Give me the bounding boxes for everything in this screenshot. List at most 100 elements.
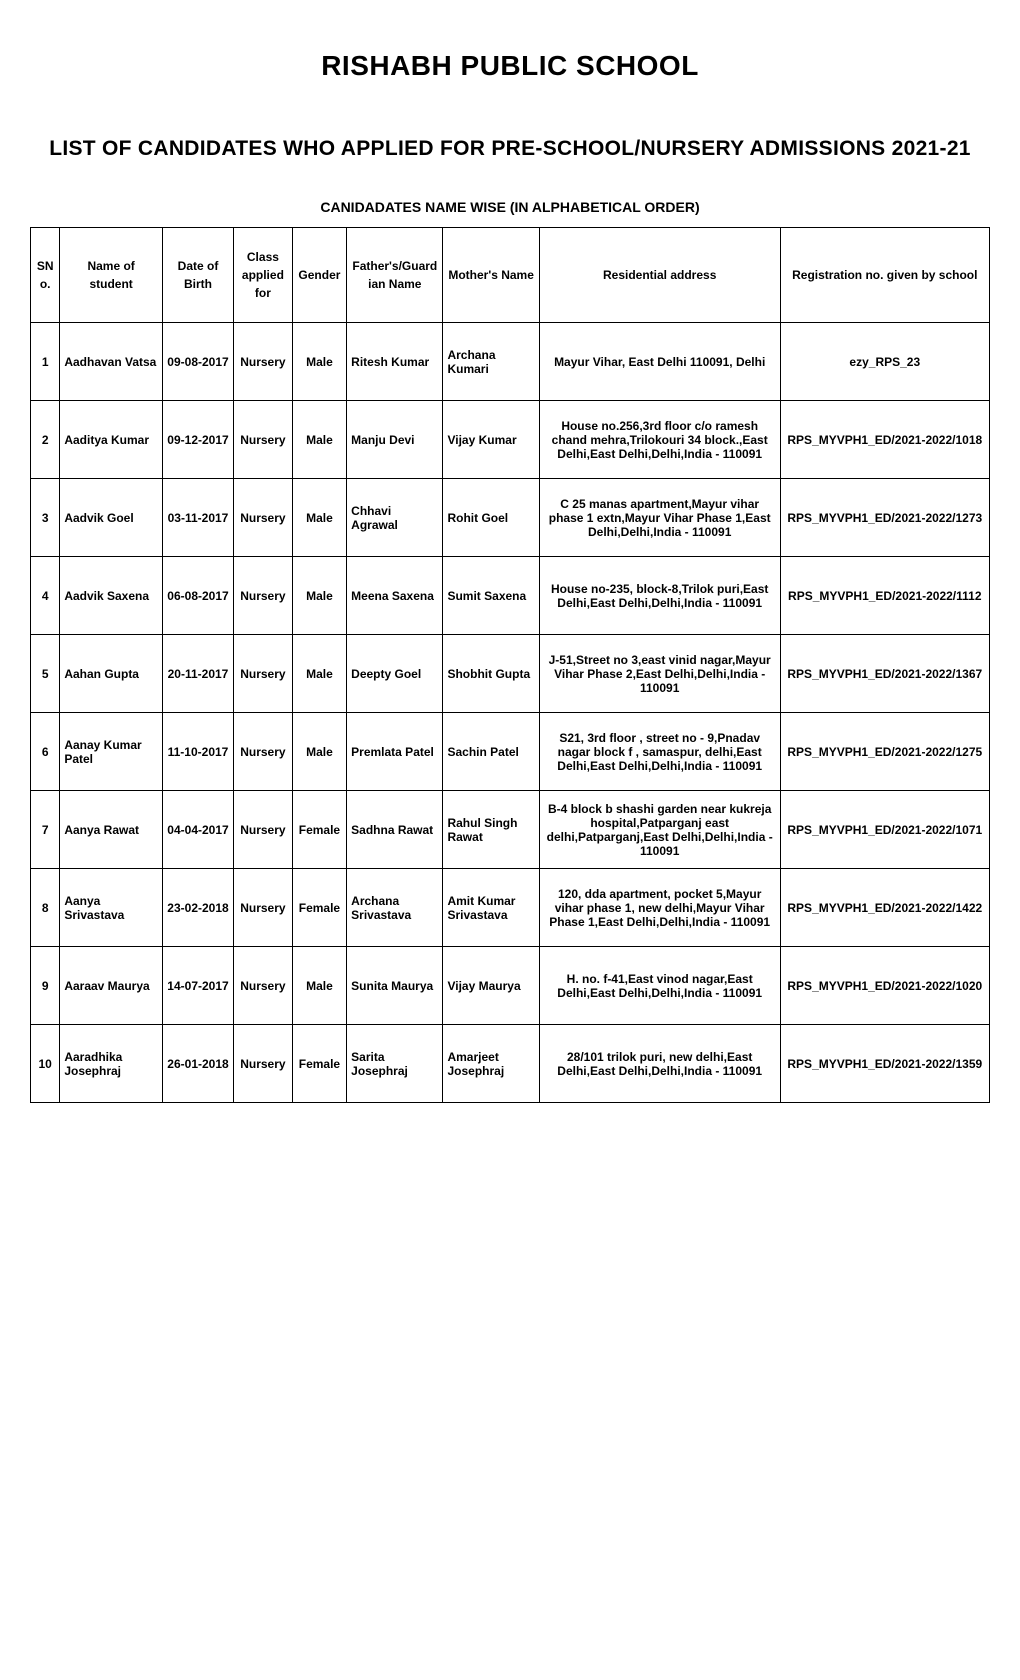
column-header-name: Name of student (60, 228, 163, 323)
cell-address: S21, 3rd floor , street no - 9,Pnadav na… (539, 713, 780, 791)
cell-gender: Male (292, 947, 346, 1025)
cell-reg: RPS_MYVPH1_ED/2021-2022/1422 (780, 869, 989, 947)
subtitle: CANIDADATES NAME WISE (IN ALPHABETICAL O… (30, 199, 990, 215)
cell-father: Sadhna Rawat (347, 791, 443, 869)
cell-father: Deepty Goel (347, 635, 443, 713)
cell-name: Aadvik Saxena (60, 557, 163, 635)
column-header-class_applied: Class applied for (234, 228, 293, 323)
column-header-dob: Date of Birth (162, 228, 233, 323)
cell-mother: Sachin Patel (443, 713, 539, 791)
cell-father: Archana Srivastava (347, 869, 443, 947)
cell-class_applied: Nursery (234, 635, 293, 713)
table-row: 10Aaradhika Josephraj26-01-2018NurseryFe… (31, 1025, 990, 1103)
column-header-mother: Mother's Name (443, 228, 539, 323)
cell-name: Aahan Gupta (60, 635, 163, 713)
cell-dob: 06-08-2017 (162, 557, 233, 635)
cell-reg: RPS_MYVPH1_ED/2021-2022/1273 (780, 479, 989, 557)
cell-sno: 10 (31, 1025, 60, 1103)
cell-name: Aadhavan Vatsa (60, 323, 163, 401)
table-header: SNo.Name of studentDate of BirthClass ap… (31, 228, 990, 323)
cell-sno: 8 (31, 869, 60, 947)
table-row: 7Aanya Rawat04-04-2017NurseryFemaleSadhn… (31, 791, 990, 869)
cell-class_applied: Nursery (234, 713, 293, 791)
table-row: 2Aaditya Kumar09-12-2017NurseryMaleManju… (31, 401, 990, 479)
cell-father: Chhavi Agrawal (347, 479, 443, 557)
cell-reg: RPS_MYVPH1_ED/2021-2022/1071 (780, 791, 989, 869)
cell-dob: 09-08-2017 (162, 323, 233, 401)
cell-mother: Vijay Maurya (443, 947, 539, 1025)
cell-gender: Male (292, 401, 346, 479)
cell-dob: 14-07-2017 (162, 947, 233, 1025)
cell-sno: 7 (31, 791, 60, 869)
cell-gender: Female (292, 791, 346, 869)
cell-gender: Male (292, 713, 346, 791)
cell-dob: 09-12-2017 (162, 401, 233, 479)
school-name: RISHABH PUBLIC SCHOOL (30, 50, 990, 82)
cell-class_applied: Nursery (234, 401, 293, 479)
cell-name: Aanay Kumar Patel (60, 713, 163, 791)
cell-reg: ezy_RPS_23 (780, 323, 989, 401)
cell-sno: 1 (31, 323, 60, 401)
cell-father: Ritesh Kumar (347, 323, 443, 401)
cell-class_applied: Nursery (234, 557, 293, 635)
column-header-gender: Gender (292, 228, 346, 323)
cell-address: House no.256,3rd floor c/o ramesh chand … (539, 401, 780, 479)
table-row: 9Aaraav Maurya14-07-2017NurseryMaleSunit… (31, 947, 990, 1025)
cell-address: H. no. f-41,East vinod nagar,East Delhi,… (539, 947, 780, 1025)
cell-mother: Rohit Goel (443, 479, 539, 557)
cell-address: House no-235, block-8,Trilok puri,East D… (539, 557, 780, 635)
cell-name: Aadvik Goel (60, 479, 163, 557)
cell-address: B-4 block b shashi garden near kukreja h… (539, 791, 780, 869)
table-row: 4Aadvik Saxena06-08-2017NurseryMaleMeena… (31, 557, 990, 635)
cell-sno: 5 (31, 635, 60, 713)
cell-name: Aaditya Kumar (60, 401, 163, 479)
cell-class_applied: Nursery (234, 479, 293, 557)
cell-dob: 11-10-2017 (162, 713, 233, 791)
cell-dob: 20-11-2017 (162, 635, 233, 713)
cell-reg: RPS_MYVPH1_ED/2021-2022/1112 (780, 557, 989, 635)
cell-mother: Archana Kumari (443, 323, 539, 401)
table-row: 5Aahan Gupta20-11-2017NurseryMaleDeepty … (31, 635, 990, 713)
cell-name: Aaraav Maurya (60, 947, 163, 1025)
cell-gender: Female (292, 869, 346, 947)
cell-father: Manju Devi (347, 401, 443, 479)
list-title: LIST OF CANDIDATES WHO APPLIED FOR PRE-S… (30, 137, 990, 161)
cell-mother: Amit Kumar Srivastava (443, 869, 539, 947)
column-header-father: Father's/Guardian Name (347, 228, 443, 323)
cell-class_applied: Nursery (234, 323, 293, 401)
cell-mother: Shobhit Gupta (443, 635, 539, 713)
cell-class_applied: Nursery (234, 1025, 293, 1103)
cell-reg: RPS_MYVPH1_ED/2021-2022/1359 (780, 1025, 989, 1103)
cell-dob: 26-01-2018 (162, 1025, 233, 1103)
cell-mother: Amarjeet Josephraj (443, 1025, 539, 1103)
cell-address: J-51,Street no 3,east vinid nagar,Mayur … (539, 635, 780, 713)
cell-class_applied: Nursery (234, 791, 293, 869)
cell-sno: 9 (31, 947, 60, 1025)
cell-reg: RPS_MYVPH1_ED/2021-2022/1367 (780, 635, 989, 713)
cell-address: C 25 manas apartment,Mayur vihar phase 1… (539, 479, 780, 557)
cell-reg: RPS_MYVPH1_ED/2021-2022/1275 (780, 713, 989, 791)
candidates-table: SNo.Name of studentDate of BirthClass ap… (30, 227, 990, 1103)
table-body: 1Aadhavan Vatsa09-08-2017NurseryMaleRite… (31, 323, 990, 1103)
cell-gender: Male (292, 635, 346, 713)
cell-sno: 6 (31, 713, 60, 791)
column-header-reg: Registration no. given by school (780, 228, 989, 323)
table-row: 6Aanay Kumar Patel11-10-2017NurseryMaleP… (31, 713, 990, 791)
cell-sno: 3 (31, 479, 60, 557)
cell-sno: 4 (31, 557, 60, 635)
cell-father: Premlata Patel (347, 713, 443, 791)
cell-address: 120, dda apartment, pocket 5,Mayur vihar… (539, 869, 780, 947)
cell-class_applied: Nursery (234, 869, 293, 947)
cell-class_applied: Nursery (234, 947, 293, 1025)
cell-dob: 04-04-2017 (162, 791, 233, 869)
column-header-address: Residential address (539, 228, 780, 323)
cell-father: Sunita Maurya (347, 947, 443, 1025)
cell-mother: Sumit Saxena (443, 557, 539, 635)
cell-father: Meena Saxena (347, 557, 443, 635)
cell-address: 28/101 trilok puri, new delhi,East Delhi… (539, 1025, 780, 1103)
cell-dob: 23-02-2018 (162, 869, 233, 947)
cell-sno: 2 (31, 401, 60, 479)
cell-dob: 03-11-2017 (162, 479, 233, 557)
cell-gender: Female (292, 1025, 346, 1103)
cell-name: Aanya Srivastava (60, 869, 163, 947)
